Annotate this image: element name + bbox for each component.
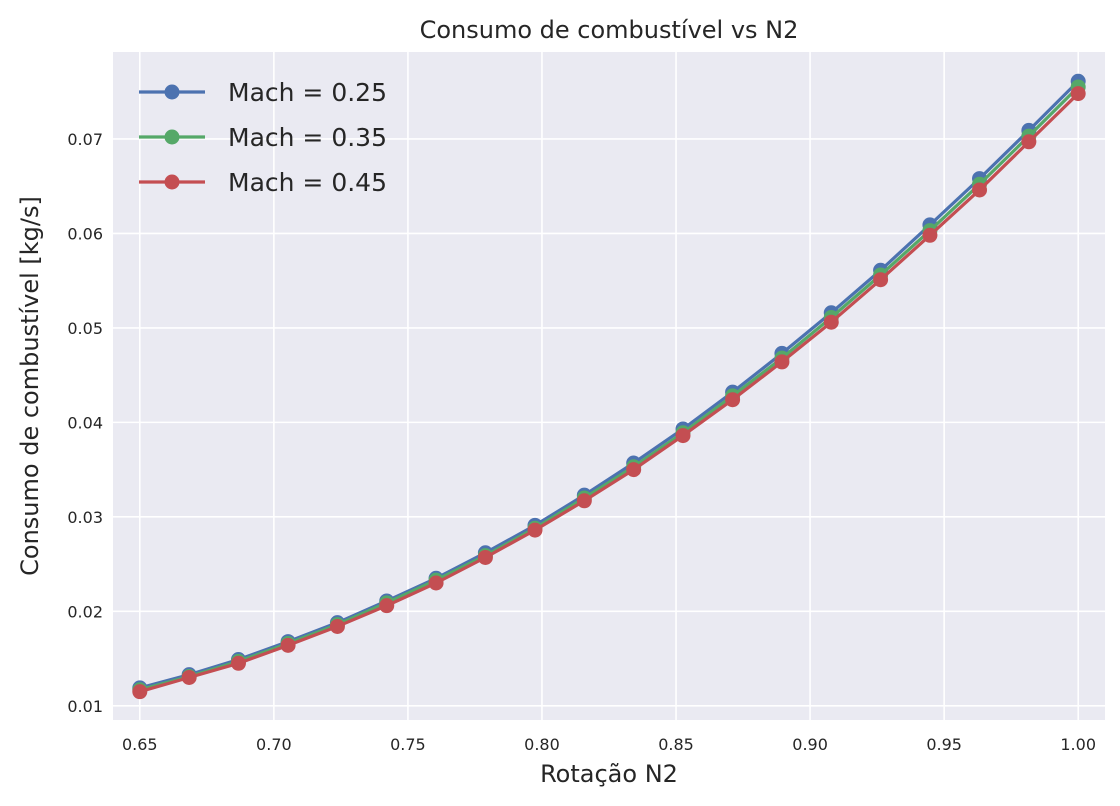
series-layer	[132, 73, 1086, 700]
series-line	[139, 80, 1080, 690]
data-point	[725, 392, 741, 408]
x-axis-title: Rotação N2	[540, 760, 678, 788]
x-tick-label: 0.65	[122, 735, 158, 754]
legend-label: Mach = 0.45	[228, 168, 387, 197]
x-tick-label: 0.80	[524, 735, 560, 754]
data-point	[626, 462, 642, 478]
data-point	[181, 669, 197, 685]
y-tick-label: 0.05	[67, 319, 103, 338]
data-point	[329, 618, 345, 634]
series-3	[132, 86, 1086, 700]
grid-lines	[113, 52, 1105, 720]
x-tick-label: 0.90	[792, 735, 828, 754]
data-point	[428, 575, 444, 591]
y-tick-label: 0.06	[67, 224, 103, 243]
y-tick-label: 0.04	[67, 413, 103, 432]
chart-title: Consumo de combustível vs N2	[420, 16, 799, 44]
plot-area	[113, 52, 1105, 720]
data-point	[774, 354, 790, 370]
legend-marker	[164, 129, 180, 145]
data-point	[280, 637, 296, 653]
data-point	[873, 272, 889, 288]
data-point	[1070, 86, 1086, 102]
data-point	[576, 493, 592, 509]
data-point	[972, 182, 988, 198]
x-tick-label: 0.75	[390, 735, 426, 754]
data-point	[527, 522, 543, 538]
y-tick-label: 0.02	[67, 602, 103, 621]
y-axis-title: Consumo de combustível [kg/s]	[16, 196, 44, 576]
legend: Mach = 0.25 Mach = 0.35 Mach = 0.45	[139, 78, 387, 197]
legend-marker	[164, 174, 180, 190]
legend-label: Mach = 0.25	[228, 78, 387, 107]
legend-item: Mach = 0.35	[139, 123, 387, 152]
y-tick-label: 0.07	[67, 130, 103, 149]
x-tick-label: 0.85	[658, 735, 694, 754]
x-tick-label: 0.95	[926, 735, 962, 754]
legend-label: Mach = 0.35	[228, 123, 387, 152]
data-point	[477, 549, 493, 565]
tick-labels: 0.65 0.70 0.75 0.80 0.85 0.90 0.95 1.00 0.01 0.02…	[67, 130, 1096, 754]
data-point	[922, 227, 938, 243]
y-tick-label: 0.01	[67, 697, 103, 716]
data-point	[1021, 134, 1037, 150]
data-point	[379, 598, 395, 614]
x-tick-label: 1.00	[1060, 735, 1096, 754]
series-line	[139, 92, 1080, 694]
legend-marker	[164, 84, 180, 100]
data-point	[823, 314, 839, 330]
legend-item: Mach = 0.45	[139, 168, 387, 197]
series-line	[139, 85, 1080, 692]
x-tick-label: 0.70	[256, 735, 292, 754]
data-point	[675, 428, 691, 444]
data-point	[132, 684, 148, 700]
data-point	[230, 655, 246, 671]
y-tick-label: 0.03	[67, 508, 103, 527]
legend-item: Mach = 0.25	[139, 78, 387, 107]
